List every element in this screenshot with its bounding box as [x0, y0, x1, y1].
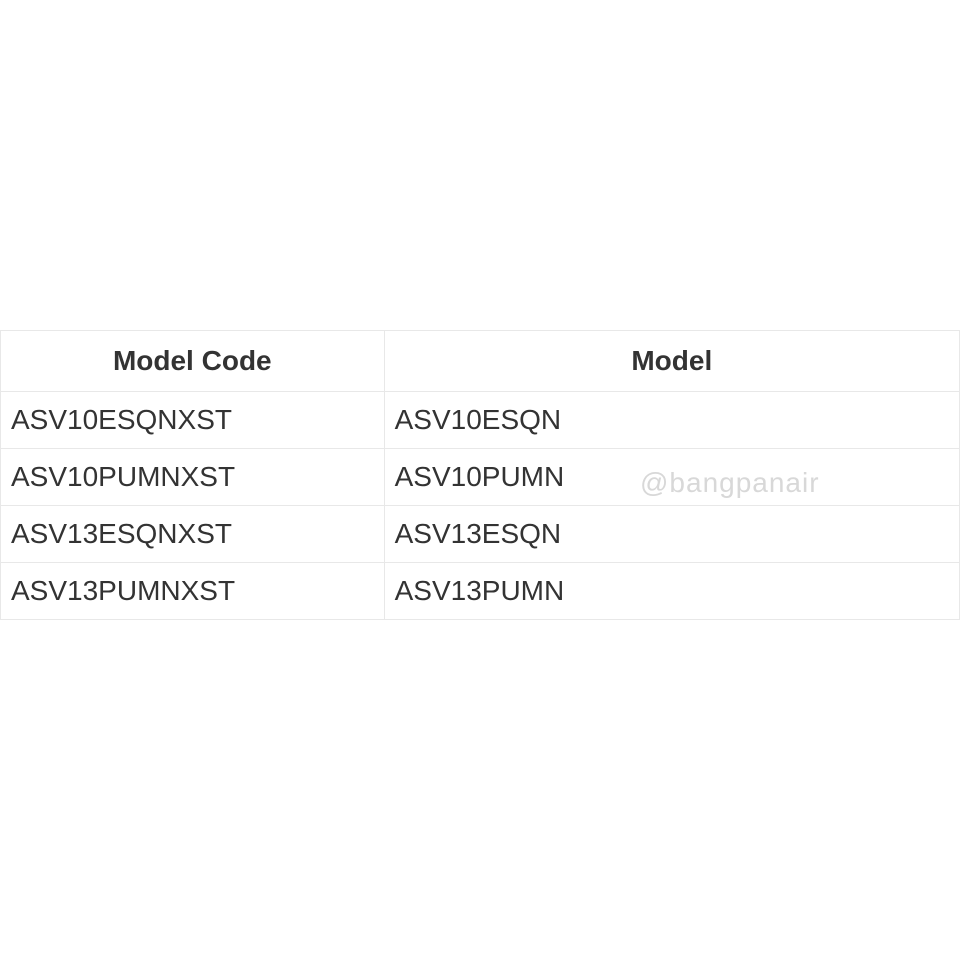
- table-cell-model-code: ASV13ESQNXST: [1, 506, 385, 563]
- table-header-model: Model: [384, 331, 959, 392]
- table-row: ASV13PUMNXST ASV13PUMN: [1, 563, 960, 620]
- table-cell-model-code: ASV10PUMNXST: [1, 449, 385, 506]
- table-header-model-code: Model Code: [1, 331, 385, 392]
- table-row: ASV10ESQNXST ASV10ESQN: [1, 392, 960, 449]
- table-row: ASV13ESQNXST ASV13ESQN: [1, 506, 960, 563]
- table-cell-model-code: ASV13PUMNXST: [1, 563, 385, 620]
- table-cell-model: ASV13ESQN: [384, 506, 959, 563]
- table-cell-model: ASV10PUMN: [384, 449, 959, 506]
- table-row: ASV10PUMNXST ASV10PUMN: [1, 449, 960, 506]
- table-cell-model-code: ASV10ESQNXST: [1, 392, 385, 449]
- model-table: Model Code Model ASV10ESQNXST ASV10ESQN …: [0, 330, 960, 620]
- table-header-row: Model Code Model: [1, 331, 960, 392]
- table-cell-model: ASV13PUMN: [384, 563, 959, 620]
- model-table-container: Model Code Model ASV10ESQNXST ASV10ESQN …: [0, 330, 960, 620]
- table-cell-model: ASV10ESQN: [384, 392, 959, 449]
